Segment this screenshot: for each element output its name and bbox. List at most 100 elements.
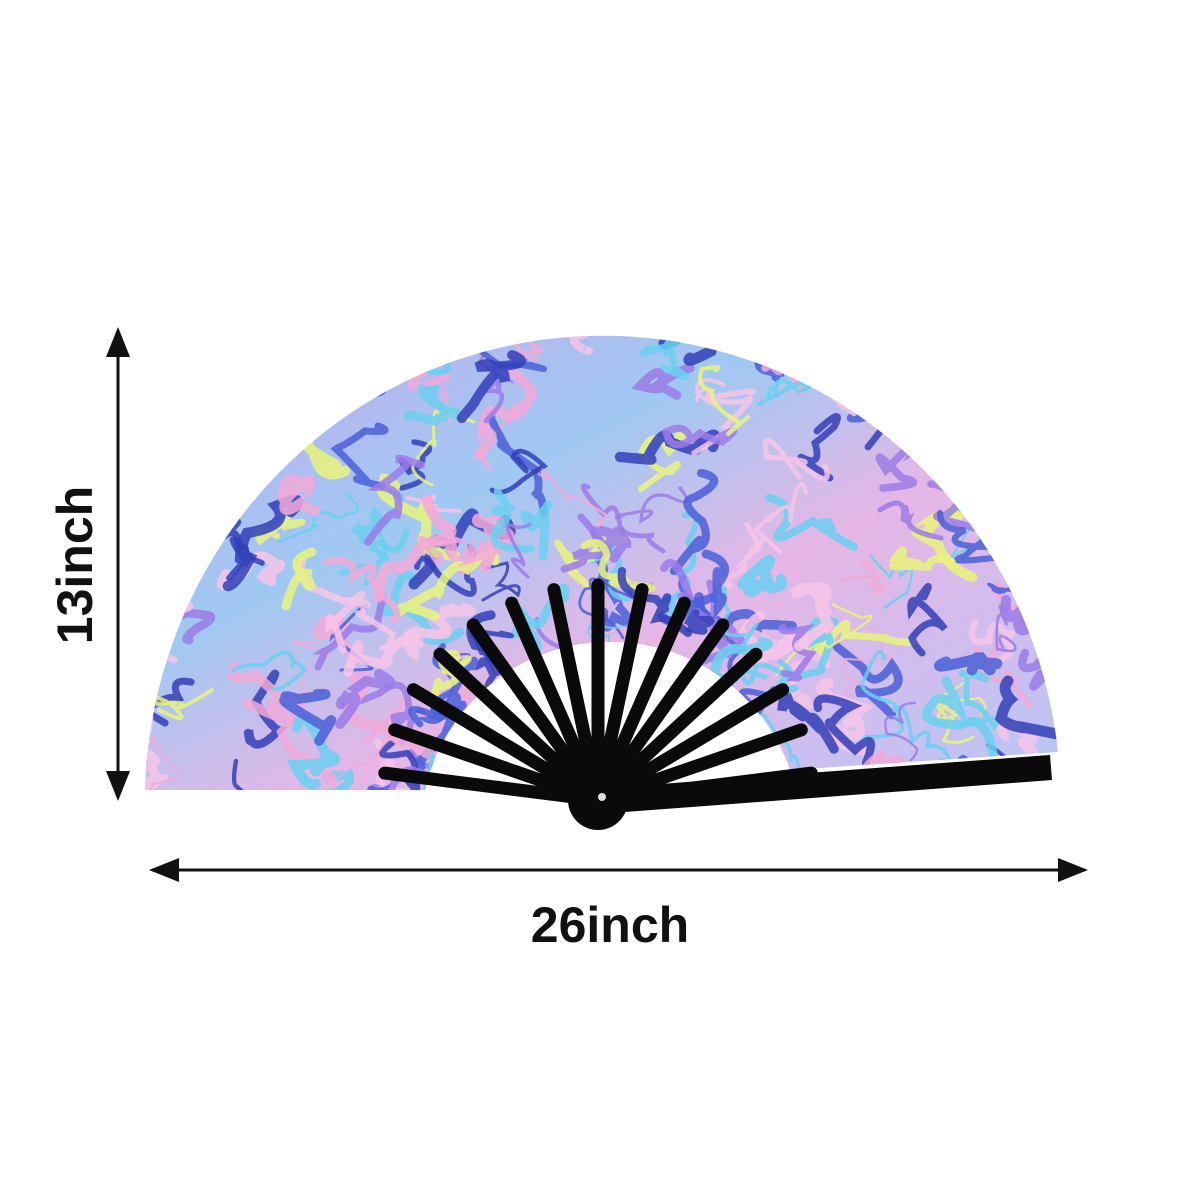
pattern-swirl: [994, 675, 1058, 740]
fan-rib: [591, 618, 730, 807]
pattern-swirl: [299, 364, 388, 405]
pattern-swirl: [160, 507, 212, 543]
pattern-swirl: [344, 335, 405, 393]
pattern-swirl: [291, 628, 331, 696]
pattern-swirl: [887, 381, 931, 409]
fan-rib: [433, 647, 605, 807]
pattern-swirl: [224, 758, 269, 790]
pattern-swirl: [1013, 335, 1058, 380]
pattern-swirl: [922, 676, 998, 758]
pattern-swirl: [952, 417, 991, 452]
pattern-swirl: [268, 335, 348, 367]
pattern-swirl: [719, 522, 766, 589]
pattern-swirl: [145, 736, 180, 790]
pattern-swirl: [752, 481, 809, 555]
pattern-swirl: [267, 380, 314, 438]
pattern-swirl: [955, 775, 1042, 790]
pattern-swirl: [975, 458, 1012, 509]
pattern-swirl: [145, 514, 175, 584]
pattern-swirl: [398, 439, 433, 491]
pattern-swirl: [202, 374, 251, 454]
pattern-swirl: [481, 561, 521, 602]
pattern-swirl: [226, 798, 271, 856]
pattern-swirl: [822, 335, 873, 371]
pattern-swirl: [473, 365, 538, 461]
pattern-swirl: [934, 651, 1003, 676]
pattern-swirl: [156, 391, 198, 464]
pattern-swirl: [323, 556, 401, 624]
pattern-swirl: [778, 623, 817, 682]
pattern-swirl: [590, 525, 632, 563]
pattern-swirl: [156, 455, 208, 539]
fan-rib: [406, 683, 605, 807]
pattern-swirl: [519, 500, 553, 561]
pattern-swirl: [458, 513, 515, 573]
pattern-swirl: [379, 739, 439, 790]
pattern-swirl: [489, 448, 548, 495]
pattern-swirl: [1021, 458, 1058, 492]
pattern-swirl: [864, 368, 949, 451]
pattern-swirl: [860, 650, 905, 739]
pattern-swirl: [1045, 401, 1058, 482]
pattern-swirl: [888, 546, 956, 571]
pattern-swirl: [907, 583, 948, 657]
pattern-swirl: [276, 700, 337, 783]
pattern-swirl: [224, 376, 308, 456]
pattern-swirl: [330, 422, 389, 490]
pattern-swirl: [278, 492, 360, 543]
pattern-swirl: [942, 390, 980, 445]
pattern-swirl: [843, 627, 891, 698]
pattern-swirl: [456, 350, 526, 423]
fan-end-stick: [580, 755, 1052, 815]
pattern-swirl: [691, 388, 757, 456]
fan-rib: [505, 596, 605, 807]
fan-pivot: [568, 770, 628, 830]
pattern-swirl: [1005, 775, 1058, 790]
pattern-swirl: [364, 454, 425, 546]
pattern-swirl: [884, 701, 919, 762]
pattern-swirl: [230, 650, 308, 692]
pattern-swirl: [797, 413, 841, 482]
pattern-swirl: [837, 335, 894, 359]
pattern-swirl: [813, 620, 917, 657]
pattern-swirl: [560, 513, 613, 573]
pattern-swirl: [877, 500, 944, 541]
pattern-swirl: [349, 335, 432, 376]
fan-rib: [547, 583, 605, 807]
pattern-swirl: [999, 377, 1056, 453]
pattern-swirl: [638, 339, 690, 381]
fan-rib: [388, 723, 605, 807]
pattern-swirl: [242, 335, 293, 396]
pattern-swirl: [226, 536, 265, 581]
fan-rib: [591, 647, 763, 807]
pattern-swirl: [339, 596, 397, 652]
height-label: 13inch: [47, 486, 103, 644]
pattern-swirl: [631, 363, 695, 400]
pattern-swirl: [290, 351, 326, 389]
pattern-swirl: [145, 376, 195, 455]
pattern-swirl: [554, 536, 629, 590]
pattern-swirl: [366, 783, 391, 790]
pattern-swirl: [145, 424, 161, 459]
pattern-swirl: [392, 335, 451, 376]
pattern-swirl: [952, 405, 1024, 454]
fan: [145, 335, 1058, 856]
pattern-swirl: [203, 410, 309, 431]
pattern-swirl: [430, 649, 472, 698]
pattern-swirl: [329, 734, 393, 790]
pattern-swirl: [403, 384, 462, 426]
pattern-swirl: [1019, 342, 1058, 391]
pattern-swirl: [788, 582, 834, 652]
pattern-swirl: [490, 488, 535, 553]
pattern-swirl: [169, 502, 216, 556]
pattern-swirl: [277, 474, 321, 517]
pattern-swirl: [159, 336, 207, 386]
pattern-swirl: [762, 438, 830, 482]
pattern-swirl: [506, 522, 532, 579]
pattern-swirl: [145, 527, 175, 583]
pattern-swirl: [153, 688, 214, 721]
pattern-swirl: [777, 690, 839, 754]
fan-rib: [466, 618, 605, 807]
fan-rib: [591, 683, 790, 807]
